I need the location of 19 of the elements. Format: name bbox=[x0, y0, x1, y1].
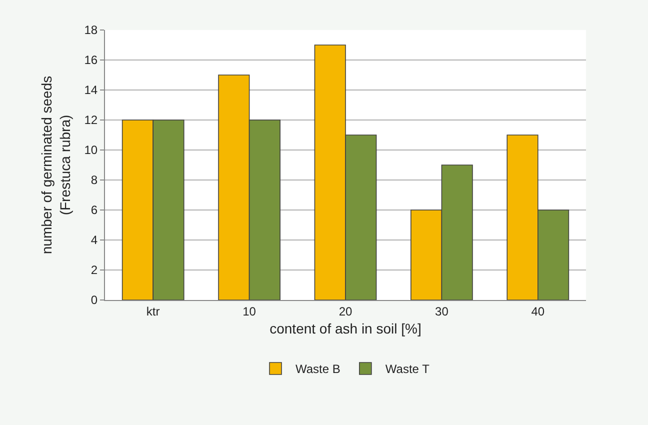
x-tick-label: 10 bbox=[242, 304, 256, 318]
y-tick-label: 12 bbox=[84, 113, 98, 128]
x-tick-label: 40 bbox=[531, 304, 545, 318]
y-axis-title: number of germinated seeds (Frestuca rubra) bbox=[38, 76, 73, 254]
y-tick-label: 6 bbox=[90, 203, 98, 218]
x-axis-title: content of ash in soil [%] bbox=[270, 320, 422, 337]
legend-label: Waste T bbox=[385, 362, 430, 376]
y-tick-label: 10 bbox=[84, 143, 98, 158]
y-tick-label: 4 bbox=[90, 233, 98, 248]
y-tick-label: 2 bbox=[90, 263, 98, 278]
y-tick-label: 0 bbox=[90, 293, 98, 308]
x-tick-label: 20 bbox=[338, 304, 352, 318]
legend-label: Waste B bbox=[296, 362, 340, 376]
x-tick-label: 30 bbox=[435, 304, 449, 318]
y-tick-label: 18 bbox=[84, 23, 98, 38]
y-tick-label: 16 bbox=[84, 53, 98, 68]
x-tick-label: ktr bbox=[146, 304, 160, 318]
y-tick-label: 14 bbox=[84, 83, 98, 98]
y-tick-label: 8 bbox=[90, 173, 98, 188]
